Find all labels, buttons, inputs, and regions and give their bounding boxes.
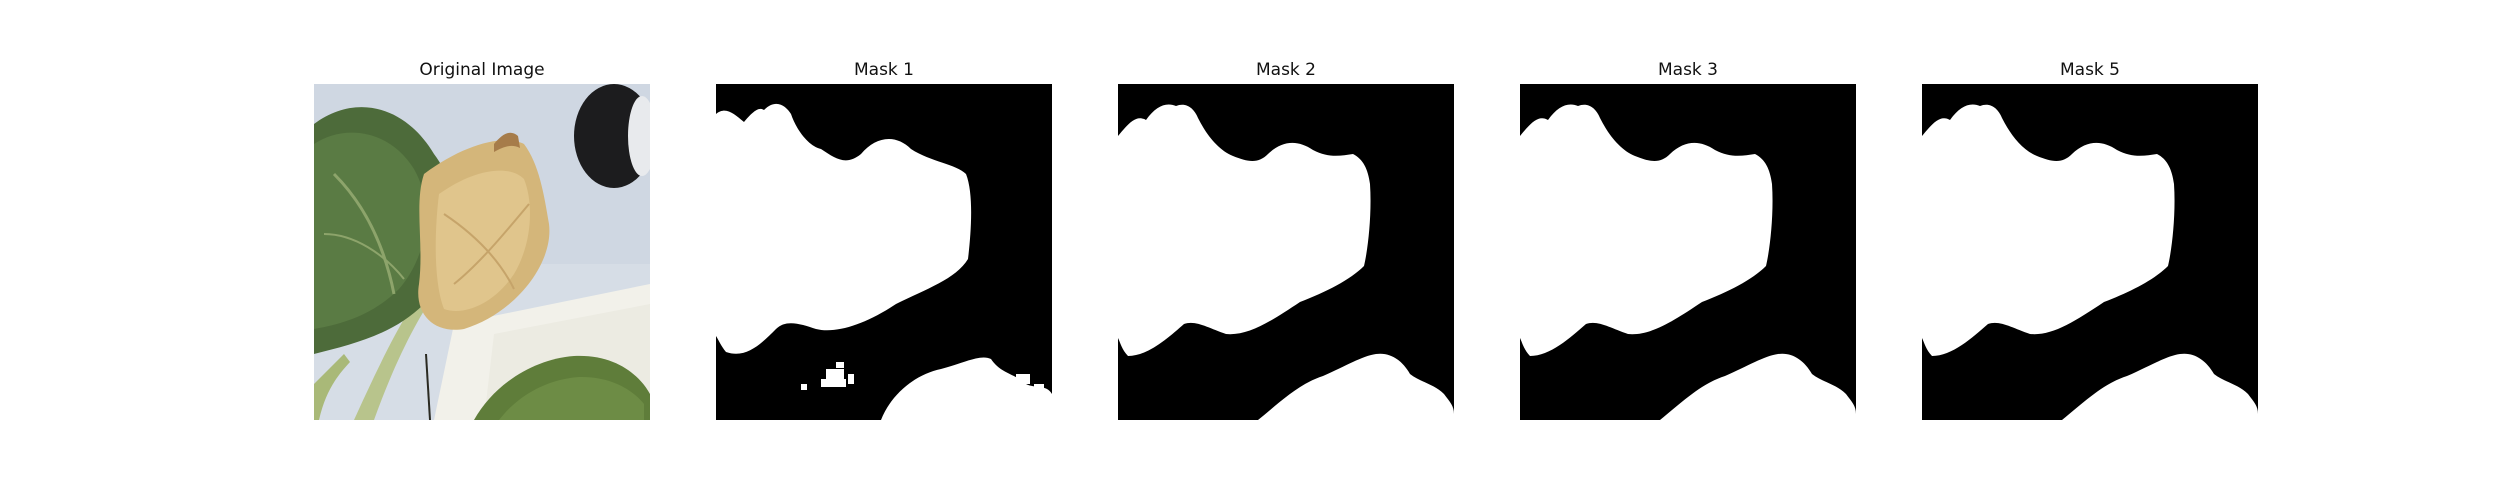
panel-title: Mask 2 (1255, 60, 1316, 80)
panel-title: Mask 3 (1657, 60, 1718, 80)
panel-title: Original Image (419, 60, 545, 80)
panel-title: Mask 5 (2059, 60, 2120, 80)
mask-image-3 (1520, 84, 1856, 420)
mask-image-2 (1118, 84, 1454, 420)
panel-mask-5: Mask 5 (1922, 56, 2258, 420)
panel-original-image: Original Image (314, 56, 650, 420)
original-image (314, 84, 650, 420)
panel-title: Mask 1 (853, 60, 914, 80)
mask-image-1 (716, 84, 1052, 420)
mask-image-5 (1922, 84, 2258, 420)
panel-mask-3: Mask 3 (1520, 56, 1856, 420)
panel-mask-2: Mask 2 (1118, 56, 1454, 420)
panel-mask-1: Mask 1 (716, 56, 1052, 420)
